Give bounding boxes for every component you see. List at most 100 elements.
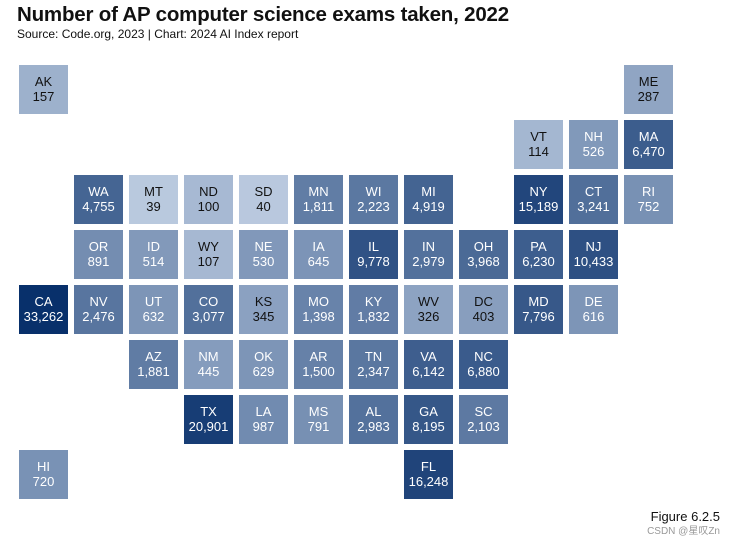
state-abbr: MA	[638, 128, 659, 144]
state-abbr: RI	[642, 183, 655, 199]
state-value: 7,796	[522, 308, 555, 324]
state-abbr: AK	[34, 73, 53, 89]
state-abbr: SD	[254, 183, 273, 199]
state-value: 4,919	[412, 198, 445, 214]
state-value: 1,881	[137, 363, 170, 379]
state-value: 514	[142, 253, 165, 269]
state-abbr: DE	[584, 293, 603, 309]
figure-label: Figure 6.2.5	[650, 509, 720, 524]
state-abbr: VT	[530, 128, 547, 144]
state-abbr: ME	[638, 73, 659, 89]
state-value: 987	[252, 418, 275, 434]
state-tile-nd: ND 100	[184, 175, 233, 224]
state-abbr: ID	[147, 238, 160, 254]
state-tile-sd: SD 40	[239, 175, 288, 224]
state-abbr: NM	[198, 348, 219, 364]
state-tile-md: MD 7,796	[514, 285, 563, 334]
state-tile-nv: NV 2,476	[74, 285, 123, 334]
state-tile-ms: MS 791	[294, 395, 343, 444]
state-value: 891	[87, 253, 110, 269]
state-tile-co: CO 3,077	[184, 285, 233, 334]
state-tile-dc: DC 403	[459, 285, 508, 334]
state-value: 114	[528, 143, 549, 159]
state-value: 616	[582, 308, 605, 324]
state-value: 15,189	[518, 198, 559, 214]
watermark: CSDN @星叹Zn	[647, 526, 720, 537]
state-tile-de: DE 616	[569, 285, 618, 334]
state-value: 100	[197, 198, 220, 214]
state-abbr: MO	[308, 293, 329, 309]
state-tile-il: IL 9,778	[349, 230, 398, 279]
state-value: 40	[256, 198, 271, 214]
state-value: 526	[582, 143, 605, 159]
state-tile-id: ID 514	[129, 230, 178, 279]
state-tile-wy: WY 107	[184, 230, 233, 279]
state-tile-wi: WI 2,223	[349, 175, 398, 224]
state-value: 16,248	[408, 473, 449, 489]
state-abbr: WA	[88, 183, 109, 199]
state-value: 6,880	[467, 363, 500, 379]
state-abbr: AZ	[145, 348, 162, 364]
state-tile-ct: CT 3,241	[569, 175, 618, 224]
state-tile-ca: CA 33,262	[19, 285, 68, 334]
state-value: 10,433	[573, 253, 614, 269]
state-tile-nj: NJ 10,433	[569, 230, 618, 279]
state-abbr: NC	[474, 348, 493, 364]
state-tile-ky: KY 1,832	[349, 285, 398, 334]
state-value: 3,968	[467, 253, 500, 269]
state-tile-tx: TX 20,901	[184, 395, 233, 444]
state-tile-or: OR 891	[74, 230, 123, 279]
state-tile-al: AL 2,983	[349, 395, 398, 444]
state-value: 2,103	[467, 418, 500, 434]
state-abbr: NH	[584, 128, 603, 144]
state-abbr: GA	[419, 403, 438, 419]
state-value: 345	[252, 308, 275, 324]
state-abbr: CT	[584, 183, 603, 199]
state-value: 1,832	[357, 308, 390, 324]
state-abbr: CO	[198, 293, 219, 309]
state-tile-la: LA 987	[239, 395, 288, 444]
state-value: 6,470	[632, 143, 665, 159]
state-value: 720	[32, 473, 55, 489]
state-value: 530	[252, 253, 275, 269]
state-tile-ok: OK 629	[239, 340, 288, 389]
state-value: 107	[197, 253, 220, 269]
state-value: 1,398	[302, 308, 335, 324]
state-value: 2,223	[357, 198, 390, 214]
state-abbr: OR	[88, 238, 109, 254]
state-tile-mi: MI 4,919	[404, 175, 453, 224]
state-abbr: MD	[528, 293, 549, 309]
state-value: 4,755	[82, 198, 115, 214]
state-tile-nm: NM 445	[184, 340, 233, 389]
state-abbr: OK	[254, 348, 273, 364]
state-abbr: CA	[34, 293, 53, 309]
state-abbr: NJ	[585, 238, 602, 254]
state-abbr: WV	[418, 293, 439, 309]
state-tile-ak: AK 157	[19, 65, 68, 114]
state-value: 39	[146, 198, 161, 214]
state-value: 2,476	[82, 308, 115, 324]
state-abbr: IA	[312, 238, 325, 254]
state-value: 1,500	[302, 363, 335, 379]
state-abbr: OH	[473, 238, 494, 254]
state-abbr: NV	[89, 293, 108, 309]
state-value: 445	[197, 363, 220, 379]
state-tile-va: VA 6,142	[404, 340, 453, 389]
state-tile-nc: NC 6,880	[459, 340, 508, 389]
state-value: 287	[637, 88, 660, 104]
state-value: 632	[142, 308, 165, 324]
state-abbr: WY	[198, 238, 219, 254]
state-abbr: TX	[200, 403, 217, 419]
state-value: 9,778	[357, 253, 390, 269]
state-abbr: AL	[365, 403, 382, 419]
state-abbr: MS	[308, 403, 329, 419]
state-tile-mt: MT 39	[129, 175, 178, 224]
state-abbr: TN	[364, 348, 383, 364]
state-abbr: SC	[474, 403, 493, 419]
state-tile-wa: WA 4,755	[74, 175, 123, 224]
state-tile-ma: MA 6,470	[624, 120, 673, 169]
state-value: 2,979	[412, 253, 445, 269]
state-tile-wv: WV 326	[404, 285, 453, 334]
state-abbr: FL	[420, 458, 437, 474]
